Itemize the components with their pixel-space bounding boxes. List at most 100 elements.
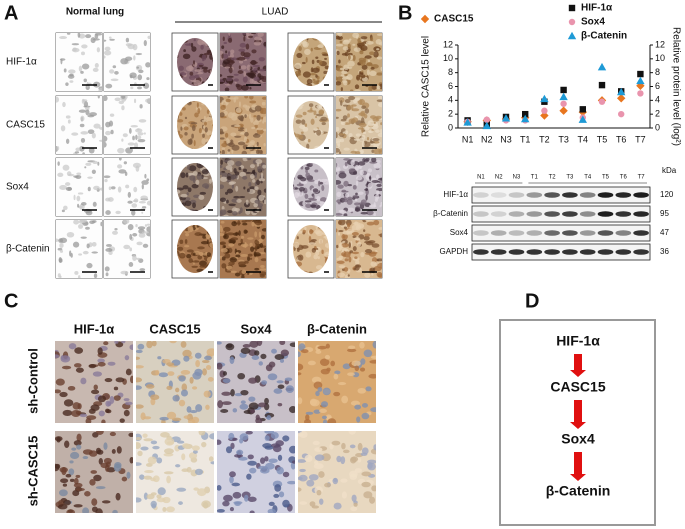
cell [254,245,258,252]
cell [371,257,378,263]
cell [366,172,371,176]
blot-band [615,249,632,255]
nucleus [152,445,160,450]
cell [369,204,377,208]
cell [342,230,351,235]
x-tick-label: T1 [520,134,531,144]
nucleus [183,415,190,419]
cell [307,109,315,113]
nucleus [100,462,109,469]
nucleus [119,418,125,423]
nucleus [222,378,231,384]
cell [336,179,342,185]
nucleus [284,377,293,382]
nucleus [164,448,174,454]
cell [352,54,356,61]
cell [361,105,367,110]
cell [77,205,83,209]
x-tick-label: T4 [578,134,589,144]
nucleus [354,468,362,473]
cell [251,33,257,35]
cell [112,65,117,69]
cell [241,269,247,275]
cell [253,115,257,118]
cell [363,229,366,232]
cell [57,247,63,251]
nucleus [243,410,253,414]
nucleus [229,471,236,478]
nucleus [268,501,275,507]
cell [145,62,150,68]
cell [228,67,233,74]
cell [220,226,223,233]
cell [135,223,138,228]
point [540,111,549,120]
cell [243,70,247,77]
cell [98,126,102,130]
cell [87,176,93,179]
cell [238,65,241,70]
nucleus [264,431,275,434]
cell [62,164,70,171]
cell [124,171,128,176]
cell [93,123,101,129]
nucleus [167,371,175,376]
blot-band [579,211,596,217]
cell [138,119,147,123]
nucleus [232,408,238,413]
nucleus [361,403,369,408]
nucleus [357,387,366,394]
nucleus [158,372,169,378]
cell [221,143,228,148]
ihc-image [136,341,214,423]
cell [104,135,108,142]
nucleus [193,487,199,491]
cell [86,262,93,269]
nucleus [144,470,154,474]
cell [243,36,246,42]
cell [59,249,64,253]
legend-marker [568,18,576,26]
cell [60,58,63,65]
cell [302,229,306,234]
blot-unit: kDa [662,166,677,175]
cell [189,75,196,81]
nucleus [217,439,222,445]
nucleus [151,341,157,347]
nucleus [82,507,90,513]
nucleus [209,433,214,440]
cell [146,223,150,226]
nucleus [146,493,155,500]
nucleus [129,456,133,464]
cell [81,98,85,104]
nucleus [341,442,346,450]
nucleus [217,341,222,345]
cell [191,265,199,268]
cell [180,126,183,131]
nucleus [101,500,111,504]
tissue-image [177,38,213,86]
cell [242,175,248,180]
cell [91,251,99,254]
nucleus [55,389,61,394]
nucleus [97,358,105,363]
cell [201,168,209,175]
cell [253,76,260,82]
cell [253,169,256,176]
nucleus [331,440,341,446]
cell [249,186,256,190]
cell [367,240,376,244]
cell [297,192,304,197]
cell [317,178,321,182]
lane-label: T3 [566,175,574,181]
cell [324,65,329,70]
cell [365,41,374,45]
nucleus [333,391,341,397]
cell [138,69,144,74]
cell [220,197,227,203]
cell [354,264,360,271]
cell [221,45,225,49]
cell [226,77,233,82]
cell [245,33,249,37]
nucleus [201,359,210,364]
